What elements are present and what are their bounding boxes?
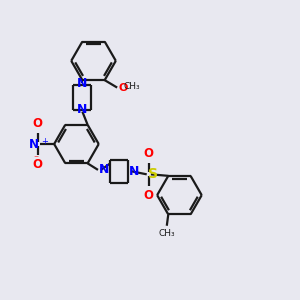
Text: O: O xyxy=(32,158,43,171)
Text: O: O xyxy=(118,82,128,93)
Text: O: O xyxy=(143,189,154,202)
Text: O: O xyxy=(32,117,43,130)
Text: ⁻: ⁻ xyxy=(33,154,38,164)
Text: O: O xyxy=(143,147,154,160)
Text: N: N xyxy=(77,76,88,90)
Text: CH₃: CH₃ xyxy=(123,82,140,91)
Text: N: N xyxy=(29,137,39,151)
Text: CH₃: CH₃ xyxy=(158,229,175,238)
Text: N: N xyxy=(99,164,109,176)
Text: S: S xyxy=(148,167,158,181)
Text: N: N xyxy=(77,103,88,116)
Text: +: + xyxy=(41,136,48,146)
Text: N: N xyxy=(129,165,140,178)
